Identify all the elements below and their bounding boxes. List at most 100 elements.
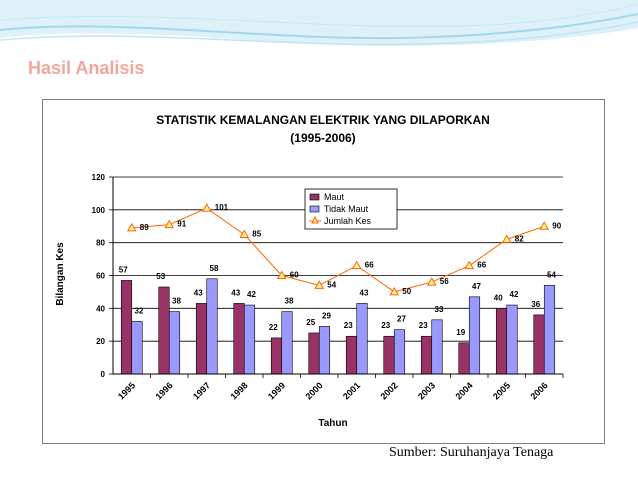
source-citation: Sumber: Suruhanjaya Tenaga (389, 445, 554, 460)
bar-maut (158, 286, 170, 375)
legend-marker-jumlah (311, 215, 319, 224)
marker-jumlah-kes (239, 229, 250, 238)
y-tick-label: 20 (96, 337, 105, 346)
bar-label-tidak-maut: 42 (510, 290, 519, 299)
line-label-jumlah-kes: 90 (552, 221, 561, 230)
line-label-jumlah-kes: 54 (327, 280, 336, 289)
y-tick-label: 120 (92, 173, 106, 182)
bar-tidak-maut (243, 304, 256, 375)
marker-jumlah-kes (351, 260, 362, 270)
bar-label-tidak-maut: 29 (322, 311, 331, 320)
x-axis-label: Tahun (318, 418, 347, 429)
bar-tidak-maut (318, 326, 331, 375)
bar-maut (120, 280, 133, 375)
y-axis-label: Bilangan Kes (55, 242, 66, 306)
x-tick-label: 2001 (341, 380, 362, 401)
line-label-jumlah-kes: 56 (440, 277, 449, 286)
marker-jumlah-kes (201, 203, 212, 212)
legend-label-jumlah-kes: Jumlah Kes (324, 216, 372, 226)
bar-maut (345, 335, 358, 375)
bar-tidak-maut (281, 311, 293, 375)
bar-maut (383, 335, 395, 375)
slide-title: Hasil Analisis (28, 58, 145, 78)
legend-swatch-maut (309, 193, 320, 201)
line-label-jumlah-kes: 66 (477, 261, 486, 270)
bar-maut (458, 342, 470, 375)
chart-title: STATISTIK KEMALANGAN ELEKTRIK YANG DILAP… (156, 113, 490, 127)
bar-maut (308, 332, 320, 375)
bar-label-tidak-maut: 38 (285, 297, 294, 306)
line-jumlah-kes (131, 207, 545, 293)
bar-label-tidak-maut: 42 (247, 290, 256, 299)
bar-tidak-maut (393, 329, 406, 375)
bar-maut (195, 303, 208, 375)
x-tick-label: 2003 (416, 380, 437, 401)
x-tick-label: 1995 (116, 380, 137, 401)
x-tick-label: 2005 (491, 380, 512, 401)
marker-jumlah-kes (164, 219, 175, 229)
header-swoosh-decoration (0, 0, 638, 46)
x-tick-label: 2000 (303, 380, 324, 401)
line-label-jumlah-kes: 60 (290, 271, 299, 280)
line-label-jumlah-kes: 91 (177, 220, 186, 229)
bar-label-maut: 19 (456, 328, 465, 337)
x-tick-label: 1998 (228, 380, 249, 401)
marker-jumlah-kes (426, 277, 437, 286)
line-label-jumlah-kes: 89 (140, 223, 149, 232)
bar-maut (533, 314, 545, 375)
chart-frame: STATISTIK KEMALANGAN ELEKTRIK YANG DILAP… (42, 99, 605, 444)
bar-label-maut: 53 (156, 272, 165, 281)
bar-tidak-maut (168, 311, 181, 375)
marker-jumlah-kes (389, 286, 400, 296)
bar-label-maut: 23 (344, 321, 353, 330)
bar-label-maut: 43 (231, 288, 240, 297)
bar-label-maut: 40 (494, 293, 503, 302)
bar-label-tidak-maut: 38 (172, 297, 181, 306)
bar-label-tidak-maut: 32 (135, 306, 144, 315)
line-label-jumlah-kes: 101 (215, 203, 229, 212)
marker-jumlah-kes (126, 222, 137, 232)
legend-label-tidak-maut: Tidak Maut (324, 204, 369, 214)
bar-maut (420, 335, 433, 375)
y-tick-label: 60 (96, 272, 105, 281)
bar-label-maut: 57 (119, 265, 128, 274)
marker-jumlah-kes (501, 234, 512, 243)
x-tick-label: 1997 (191, 380, 212, 401)
marker-jumlah-kes (464, 260, 475, 270)
bar-maut (233, 303, 245, 375)
bar-label-maut: 23 (419, 321, 428, 330)
x-tick-label: 2004 (453, 380, 474, 401)
y-tick-label: 0 (101, 370, 106, 379)
x-tick-label: 1999 (266, 380, 287, 401)
bar-label-tidak-maut: 58 (210, 264, 219, 273)
y-tick-label: 40 (96, 304, 105, 313)
bar-label-tidak-maut: 33 (435, 305, 444, 314)
bar-maut (495, 308, 508, 375)
bar-label-maut: 36 (531, 300, 540, 309)
marker-jumlah-kes (276, 270, 287, 279)
bar-label-tidak-maut: 47 (472, 282, 481, 291)
marker-jumlah-kes (314, 280, 325, 289)
bar-label-maut: 25 (306, 318, 315, 327)
bar-line-chart: STATISTIK KEMALANGAN ELEKTRIK YANG DILAP… (55, 113, 564, 429)
line-label-jumlah-kes: 50 (402, 287, 411, 296)
bar-tidak-maut (506, 304, 518, 375)
x-tick-label: 1996 (153, 380, 174, 401)
chart-subtitle: (1995-2006) (290, 131, 355, 145)
bar-label-maut: 22 (269, 323, 278, 332)
line-label-jumlah-kes: 85 (252, 229, 261, 238)
marker-jumlah-kes (539, 221, 550, 230)
legend-swatch-tidak-maut (309, 205, 320, 213)
bar-tidak-maut (356, 303, 368, 375)
y-tick-label: 80 (96, 239, 105, 248)
bar-tidak-maut (131, 321, 143, 375)
bar-maut (270, 337, 283, 375)
line-label-jumlah-kes: 66 (365, 261, 374, 270)
bar-label-tidak-maut: 43 (360, 288, 369, 297)
line-label-jumlah-kes: 82 (515, 234, 524, 243)
bar-tidak-maut (468, 296, 481, 375)
legend-label-maut: Maut (324, 192, 345, 202)
bar-label-tidak-maut: 54 (547, 270, 556, 279)
bar-label-maut: 23 (381, 321, 390, 330)
legend-box (304, 188, 398, 230)
